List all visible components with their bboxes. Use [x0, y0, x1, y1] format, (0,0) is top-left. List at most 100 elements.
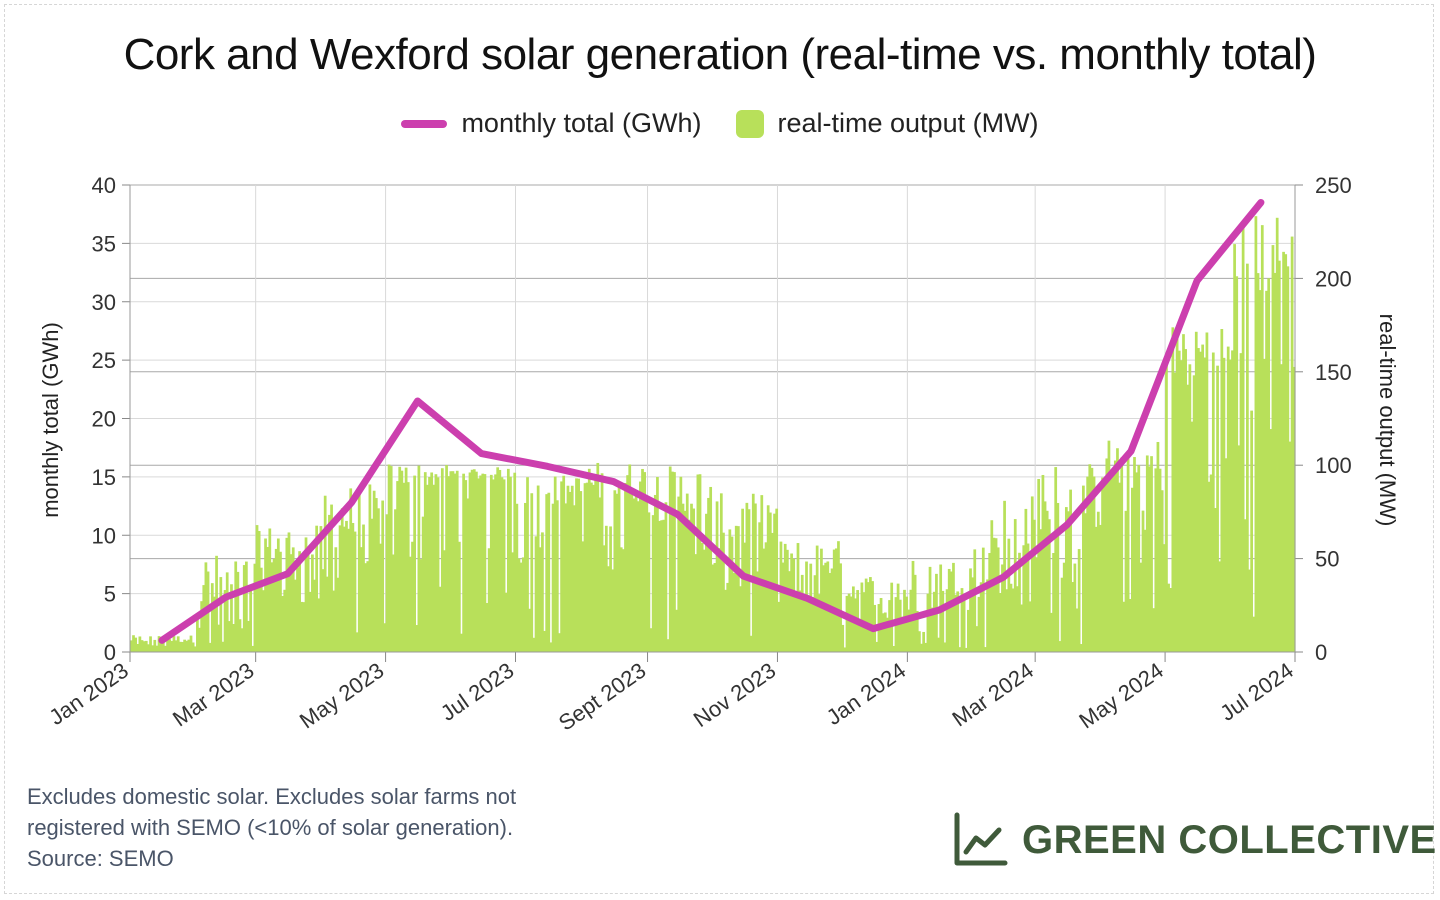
bar	[694, 554, 698, 652]
bar	[517, 558, 521, 652]
bar	[607, 566, 610, 652]
bar	[598, 497, 602, 652]
bar	[279, 551, 282, 652]
bar	[724, 589, 727, 652]
bar	[762, 548, 766, 652]
bar	[168, 639, 172, 652]
bar	[419, 559, 423, 652]
bar	[519, 562, 523, 652]
bar	[1258, 290, 1262, 652]
bar	[926, 593, 930, 652]
bar	[438, 586, 442, 652]
bar	[1207, 481, 1211, 652]
bar	[988, 553, 992, 652]
bar	[1139, 562, 1143, 652]
bar	[692, 508, 695, 652]
bar	[596, 462, 600, 652]
bar	[319, 526, 323, 652]
bar	[372, 490, 376, 652]
bar	[219, 577, 223, 652]
y-tick-label-right: 150	[1315, 360, 1352, 385]
bar	[728, 529, 732, 652]
bar	[670, 471, 674, 652]
bar	[981, 547, 985, 652]
x-tick-label: Sept 2023	[554, 658, 651, 736]
legend-line-swatch	[401, 119, 448, 128]
bar	[1077, 549, 1081, 652]
bar	[227, 621, 231, 652]
bar	[545, 494, 549, 652]
bar	[302, 602, 306, 652]
bar	[1024, 508, 1028, 652]
bar	[551, 503, 555, 652]
bar	[379, 543, 382, 652]
bar	[225, 572, 229, 652]
bar	[547, 492, 551, 652]
legend-label-real-time-output: real-time output (MW)	[777, 108, 1039, 138]
bar	[1154, 468, 1158, 652]
bar	[1101, 477, 1104, 652]
bar	[360, 547, 363, 652]
bar	[592, 484, 595, 652]
legend-item-monthly-total[interactable]: monthly total (GWh)	[401, 108, 702, 139]
bar	[1241, 224, 1245, 653]
bar	[956, 591, 960, 652]
bar	[962, 595, 966, 652]
bar	[245, 561, 248, 652]
bar	[1226, 346, 1230, 652]
bar	[213, 596, 216, 652]
bar	[975, 626, 979, 652]
bar	[174, 640, 178, 652]
bar	[185, 640, 189, 652]
bar	[274, 548, 278, 652]
bar	[311, 554, 314, 652]
bar	[317, 598, 321, 652]
bar	[515, 503, 519, 652]
bar	[502, 479, 506, 652]
bar	[447, 476, 451, 652]
bar	[1073, 563, 1077, 652]
bar	[1256, 273, 1260, 652]
bar	[157, 636, 161, 652]
y-tick-label-right: 250	[1315, 173, 1352, 198]
bar	[1039, 529, 1043, 652]
bar	[705, 513, 708, 652]
bar	[555, 500, 559, 652]
bar	[1088, 464, 1092, 652]
bar	[1248, 569, 1251, 652]
bar	[809, 563, 813, 652]
bar	[264, 538, 267, 652]
legend-item-real-time-output[interactable]: real-time output (MW)	[735, 108, 1039, 139]
bar	[394, 509, 397, 652]
bar	[1160, 490, 1164, 652]
y-tick-label-right: 100	[1315, 453, 1352, 478]
bar	[696, 474, 700, 652]
bar	[1084, 513, 1087, 652]
y-axis-right-title: real-time output (MW)	[1375, 314, 1400, 527]
bar	[543, 630, 546, 652]
bar	[281, 596, 284, 652]
bar	[1009, 583, 1013, 652]
bar	[1269, 429, 1273, 652]
y-tick-label-left: 15	[92, 465, 116, 490]
bar	[391, 554, 395, 652]
bar	[1290, 236, 1294, 653]
bar	[521, 557, 525, 652]
bar	[715, 501, 719, 652]
bar	[624, 482, 627, 652]
bar	[534, 536, 538, 652]
bar	[1062, 562, 1066, 652]
bar	[777, 601, 781, 652]
bar	[749, 635, 753, 652]
y-tick-label-left: 25	[92, 348, 116, 373]
chart-title: Cork and Wexford solar generation (real-…	[123, 30, 1317, 79]
bar	[960, 588, 964, 652]
bar	[834, 548, 838, 652]
bar	[328, 514, 331, 652]
bar	[1186, 384, 1190, 652]
bar	[632, 498, 636, 652]
bar	[711, 564, 715, 652]
bar	[445, 465, 448, 652]
bar	[468, 472, 472, 652]
bar	[353, 531, 357, 652]
